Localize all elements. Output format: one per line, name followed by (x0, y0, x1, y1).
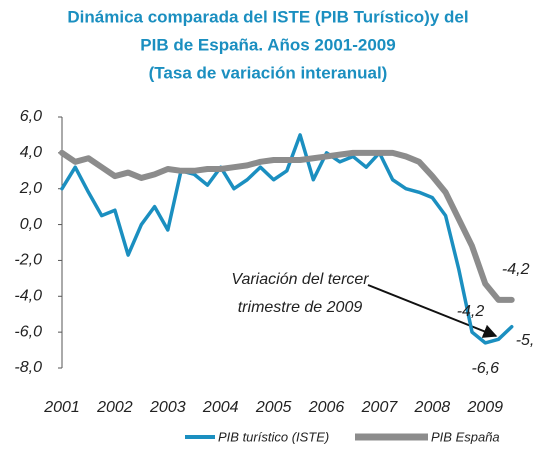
x-tick-label: 2004 (202, 399, 239, 416)
y-tick-label: 0,0 (20, 216, 42, 233)
y-tick-label: 2,0 (19, 180, 42, 197)
annotation: Variación del tercer (231, 271, 369, 288)
x-tick-label: 2002 (96, 399, 133, 416)
annotation-arrow (367, 284, 498, 338)
data-label: -6,6 (471, 360, 499, 377)
chart-title: Dinámica comparada del ISTE (PIB Turísti… (67, 7, 468, 26)
y-tick-label: -4,0 (14, 288, 42, 305)
x-tick-label: 2001 (43, 399, 80, 416)
x-tick-label: 2005 (255, 399, 292, 416)
data-label: -4,2 (502, 261, 530, 278)
annotation: trimestre de 2009 (238, 299, 363, 316)
chart-title: (Tasa de variación interanual) (149, 63, 388, 82)
x-tick-label: 2007 (361, 399, 399, 416)
legend-label: PIB España (431, 429, 500, 444)
x-tick-label: 2009 (466, 399, 503, 416)
x-tick-label: 2006 (308, 399, 345, 416)
y-tick-label: 6,0 (20, 108, 42, 125)
y-tick-label: -2,0 (14, 252, 42, 269)
series-line (60, 133, 514, 345)
y-tick-label: -8,0 (14, 359, 42, 376)
x-tick-label: 2008 (414, 399, 451, 416)
data-label: -4,2 (457, 303, 485, 320)
series-line (59, 149, 515, 303)
data-label: -5,7 (516, 332, 536, 349)
legend-label: PIB turístico (ISTE) (218, 429, 329, 444)
x-tick-label: 2003 (149, 399, 186, 416)
y-tick-label: 4,0 (20, 144, 42, 161)
chart-title: PIB de España. Años 2001-2009 (140, 35, 395, 54)
y-tick-label: -6,0 (14, 323, 42, 340)
